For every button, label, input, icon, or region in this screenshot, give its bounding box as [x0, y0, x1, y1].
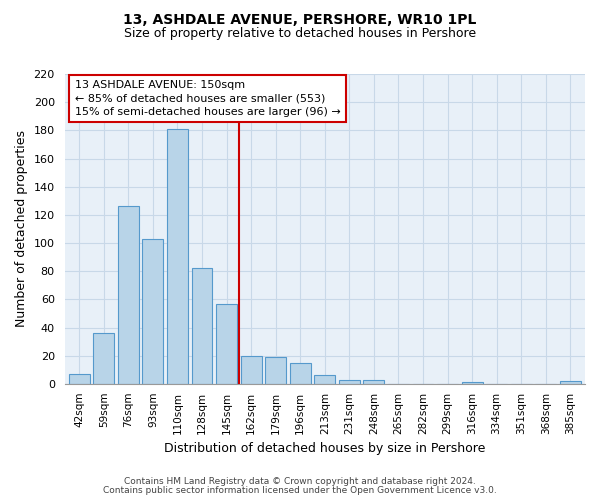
Text: 13 ASHDALE AVENUE: 150sqm
← 85% of detached houses are smaller (553)
15% of semi: 13 ASHDALE AVENUE: 150sqm ← 85% of detac… — [75, 80, 341, 116]
Bar — [69, 374, 89, 384]
Bar — [142, 239, 163, 384]
Bar — [241, 356, 262, 384]
Text: Size of property relative to detached houses in Pershore: Size of property relative to detached ho… — [124, 28, 476, 40]
Bar — [560, 381, 581, 384]
Bar — [364, 380, 384, 384]
Bar — [265, 357, 286, 384]
Bar — [118, 206, 139, 384]
Bar — [314, 376, 335, 384]
Bar — [290, 363, 311, 384]
Text: 13, ASHDALE AVENUE, PERSHORE, WR10 1PL: 13, ASHDALE AVENUE, PERSHORE, WR10 1PL — [124, 12, 476, 26]
Bar — [191, 268, 212, 384]
Bar — [216, 304, 237, 384]
Bar — [167, 129, 188, 384]
X-axis label: Distribution of detached houses by size in Pershore: Distribution of detached houses by size … — [164, 442, 485, 455]
Text: Contains HM Land Registry data © Crown copyright and database right 2024.: Contains HM Land Registry data © Crown c… — [124, 477, 476, 486]
Y-axis label: Number of detached properties: Number of detached properties — [15, 130, 28, 328]
Bar — [339, 380, 360, 384]
Bar — [461, 382, 482, 384]
Text: Contains public sector information licensed under the Open Government Licence v3: Contains public sector information licen… — [103, 486, 497, 495]
Bar — [94, 333, 114, 384]
